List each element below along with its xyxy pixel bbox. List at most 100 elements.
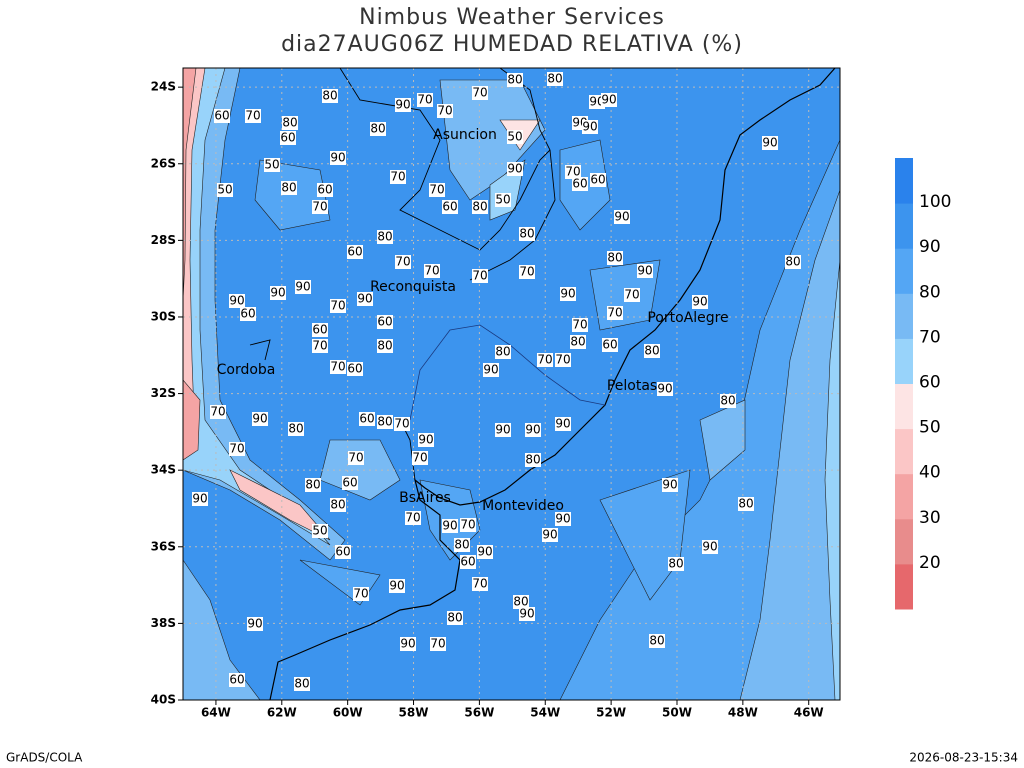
contour-label-bg (390, 170, 406, 184)
contour-label: 90 (357, 292, 372, 306)
contour-label-bg (437, 104, 453, 118)
contour-label: 80 (519, 227, 534, 241)
contour-label: 80 (785, 255, 800, 269)
contour-label: 80 (447, 611, 462, 625)
contour-label: 70 (472, 577, 487, 591)
contour-label-bg (424, 264, 440, 278)
contour-label: 70 (245, 109, 260, 123)
y-tick-label: 34S (151, 463, 176, 477)
contour-label-bg (702, 540, 718, 554)
contour-label: 80 (525, 453, 540, 467)
contour-label-bg (525, 453, 541, 467)
contour-label-bg (657, 382, 673, 396)
y-tick-label: 28S (151, 233, 176, 247)
contour-label-bg (601, 93, 617, 107)
contour-label: 50 (264, 158, 279, 172)
contour-label-bg (394, 417, 410, 431)
contour-label: 80 (288, 422, 303, 436)
contour-label: 80 (330, 498, 345, 512)
contour-label: 90 (702, 540, 717, 554)
contour-label: 60 (590, 173, 605, 187)
contour-label: 60 (312, 323, 327, 337)
contour-label: 90 (662, 478, 677, 492)
contour-label-bg (454, 538, 470, 552)
colorbar-label: 100 (919, 192, 951, 212)
contour-label-bg (217, 183, 233, 197)
colorbar-label: 80 (919, 282, 941, 302)
contour-label: 90 (295, 280, 310, 294)
contour-label: 90 (229, 294, 244, 308)
colorbar-bin (895, 158, 913, 204)
colorbar-label: 50 (919, 418, 941, 438)
contour-label-bg (210, 405, 226, 419)
contour-label: 60 (572, 177, 587, 191)
contour-label: 90 (252, 412, 267, 426)
contour-label: 80 (305, 478, 320, 492)
x-tick-label: 50W (662, 706, 692, 720)
contour-label: 70 (210, 405, 225, 419)
contour-label: 70 (348, 451, 363, 465)
y-tick-label: 36S (151, 539, 176, 553)
colorbar-bin (895, 248, 913, 294)
contour-label-bg (637, 264, 653, 278)
contour-label: 70 (572, 318, 587, 332)
contour-label: 70 (312, 339, 327, 353)
contour-label: 90 (519, 607, 534, 621)
city-label: Asuncion (433, 127, 497, 143)
contour-label-bg (560, 287, 576, 301)
city-label: BsAires (399, 490, 451, 506)
contour-label: 90 (525, 423, 540, 437)
contour-label-bg (252, 412, 268, 426)
contour-label-bg (507, 162, 523, 176)
contour-label-bg (245, 109, 261, 123)
fill-region (183, 68, 197, 301)
footer-right: 2026-08-23-15:34 (909, 751, 1018, 765)
y-tick-label: 24S (151, 80, 176, 94)
contour-label-bg (785, 255, 801, 269)
contour-label: 60 (240, 307, 255, 321)
contour-label: 70 (430, 637, 445, 651)
contour-label: 60 (347, 245, 362, 259)
colorbar-label: 70 (919, 327, 941, 347)
contour-label: 80 (513, 595, 528, 609)
contour-label: 80 (607, 251, 622, 265)
y-tick-label: 30S (151, 309, 176, 323)
contour-label-bg (472, 577, 488, 591)
x-tick-label: 60W (333, 706, 363, 720)
colorbar-bin (895, 428, 913, 475)
contour-label-bg (607, 306, 623, 320)
contour-label-bg (738, 497, 754, 511)
fill-region (183, 68, 346, 561)
x-tick-label: 64W (201, 706, 231, 720)
contour-label: 90 (762, 136, 777, 150)
x-tick-label: 54W (530, 706, 560, 720)
contour-label: 90 (418, 433, 433, 447)
contour-label: 60 (359, 412, 374, 426)
contour-label-bg (570, 335, 586, 349)
contour-label: 80 (472, 200, 487, 214)
contour-label-bg (430, 637, 446, 651)
contour-label: 90 (442, 519, 457, 533)
contour-label: 80 (738, 497, 753, 511)
contour-label: 70 (519, 265, 534, 279)
contour-label: 70 (472, 86, 487, 100)
colorbar-label: 40 (919, 463, 941, 483)
footer-left: GrADS/COLA (6, 751, 83, 765)
city-label: Reconquista (370, 279, 456, 295)
fill-region (229, 469, 331, 541)
contour-label: 90 (637, 264, 652, 278)
contour-label: 60 (377, 315, 392, 329)
contour-label-bg (644, 344, 660, 358)
contour-label: 90 (270, 286, 285, 300)
colorbar-label: 20 (919, 553, 941, 573)
contour-label-bg (312, 323, 328, 337)
contour-label: 80 (377, 339, 392, 353)
contour-label-bg (662, 478, 678, 492)
contour-label-bg (400, 637, 416, 651)
contour-label-bg (614, 210, 630, 224)
contour-label: 90 (555, 417, 570, 431)
contour-label: 80 (570, 335, 585, 349)
